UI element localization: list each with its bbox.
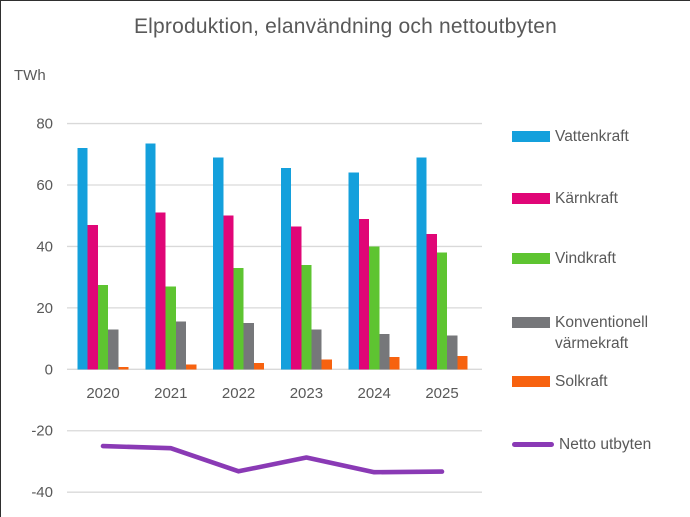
bar-solkraft <box>457 356 468 370</box>
legend-label-vindkraft: Vindkraft <box>555 250 616 267</box>
bar-vattenkraft <box>416 157 427 370</box>
bar-konventionell-varmekraft <box>379 334 390 370</box>
bar-vindkraft <box>301 264 312 370</box>
bar-karnkraft <box>291 226 302 370</box>
legend-swatch-karnkraft <box>512 193 550 204</box>
bar-konventionell-varmekraft <box>447 335 458 370</box>
y-tick-label: -40 <box>31 484 53 501</box>
bar-konventionell-varmekraft <box>311 329 322 370</box>
legend-item-solkraft: Solkraft <box>512 371 677 392</box>
bar-karnkraft <box>426 234 437 370</box>
legend-item-konventionell-varmekraft: Konventionell värmekraft <box>512 312 677 354</box>
y-tick-label: 60 <box>36 177 53 194</box>
x-axis-label: 2022 <box>222 385 255 402</box>
bar-konventionell-varmekraft <box>108 329 119 370</box>
bar-solkraft <box>118 366 129 370</box>
bar-vindkraft <box>165 286 176 370</box>
x-axis-label: 2025 <box>425 385 458 402</box>
legend-swatch-solkraft <box>512 376 550 387</box>
legend-swatch-vattenkraft <box>512 131 550 142</box>
bar-vattenkraft <box>77 148 88 370</box>
bar-karnkraft <box>87 224 98 370</box>
legend-label-vattenkraft: Vattenkraft <box>555 128 629 145</box>
legend-swatch-konventionell-varmekraft <box>512 317 550 328</box>
bar-konventionell-varmekraft <box>243 323 254 370</box>
x-axis-label: 2021 <box>154 385 187 402</box>
legend-label-konventionell-varmekraft: Konventionell värmekraft <box>555 314 649 352</box>
x-axis-label: 2023 <box>290 385 323 402</box>
y-tick-label: -20 <box>31 423 53 440</box>
chart-title: Elproduktion, elanvändning och nettoutby… <box>133 15 558 38</box>
y-tick-label: 80 <box>36 116 53 133</box>
bar-solkraft <box>321 359 332 370</box>
legend-item-vindkraft: Vindkraft <box>512 248 677 269</box>
bar-karnkraft <box>358 218 370 370</box>
bar-solkraft <box>186 364 197 370</box>
legend-line-marker-netto-utbyten <box>512 442 554 447</box>
legend-item-karnkraft: Kärnkraft <box>512 188 677 209</box>
chart-plot-area: 80 60 40 20 0 -20 -40 2020 2021 2022 2023 2024 2025 <box>31 116 482 501</box>
y-axis-unit-label: TWh <box>14 67 46 84</box>
bar-vattenkraft <box>348 172 359 370</box>
legend-item-vattenkraft: Vattenkraft <box>512 126 677 147</box>
x-axis-label: 2020 <box>86 385 119 402</box>
bar-solkraft <box>389 357 400 370</box>
legend-item-netto-utbyten: Netto utbyten <box>512 434 677 455</box>
y-tick-label: 0 <box>45 361 53 378</box>
y-tick-label: 20 <box>36 300 53 317</box>
bar-vattenkraft <box>145 143 156 370</box>
bar-konventionell-varmekraft <box>175 321 187 370</box>
bar-vindkraft <box>233 267 244 370</box>
legend-label-karnkraft: Kärnkraft <box>555 190 618 207</box>
x-axis-label: 2024 <box>358 385 391 402</box>
y-tick-label: 40 <box>36 238 53 255</box>
legend-swatch-vindkraft <box>512 253 550 264</box>
bar-vattenkraft <box>213 157 224 370</box>
bar-solkraft <box>253 363 265 370</box>
bar-vindkraft <box>97 284 109 370</box>
bar-vindkraft <box>436 252 448 370</box>
legend-label-solkraft: Solkraft <box>555 373 608 390</box>
bar-karnkraft <box>223 215 234 370</box>
bar-karnkraft <box>155 212 166 370</box>
bar-vattenkraft <box>280 168 292 370</box>
legend-label-netto-utbyten: Netto utbyten <box>559 436 652 453</box>
bar-vindkraft <box>369 246 380 370</box>
line-netto-utbyten <box>100 443 445 475</box>
